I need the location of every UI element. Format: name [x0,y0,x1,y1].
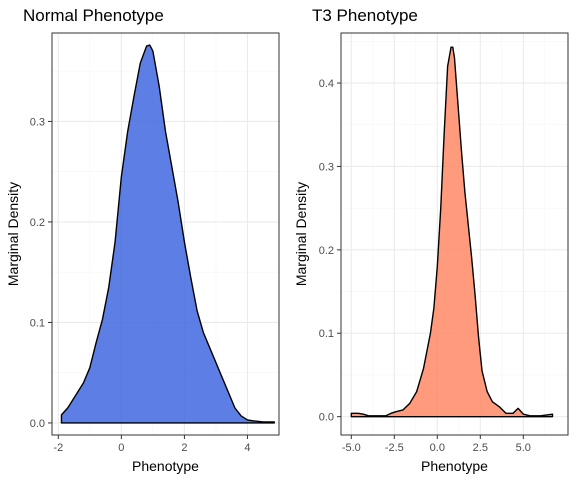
x-tick-label: 5.0 [516,442,531,454]
y-tick-label: 0.2 [30,217,45,229]
y-tick-label: 0.3 [319,161,334,173]
t3-phenotype-ticks: -5.0 -2.5 0.0 2.5 5.0 0.0 0.1 0.2 0.3 0.4 [319,78,531,454]
t3-phenotype-plot-area [350,46,554,418]
x-tick-label: 0 [118,442,124,454]
y-tick-label: 0.3 [30,116,45,128]
t3-phenotype-density-area [350,46,554,418]
t3-phenotype-x-axis-title: Phenotype [421,458,488,474]
y-tick-label: 0.1 [30,317,45,329]
x-tick-label: -5.0 [342,442,361,454]
y-tick-label: 0.0 [30,418,45,430]
t3-phenotype-y-axis-title: Marginal Density [293,182,309,286]
t3-phenotype-panel: -5.0 -2.5 0.0 2.5 5.0 0.0 0.1 0.2 0.3 0.4 T3 Phen… [293,6,569,474]
y-tick-label: 0.2 [319,245,334,257]
normal-phenotype-density-area [60,44,275,424]
x-tick-label: 4 [244,442,250,454]
x-tick-label: 2.5 [473,442,488,454]
y-tick-label: 0.1 [319,328,334,340]
t3-phenotype-panel-border [340,32,569,436]
normal-phenotype-ticks: -2 0 2 4 0.0 0.1 0.2 0.3 [30,116,251,454]
t3-phenotype-title: T3 Phenotype [312,6,418,25]
normal-phenotype-plot-area [60,44,275,424]
normal-phenotype-y-axis-title: Marginal Density [5,182,21,286]
y-tick-label: 0.4 [319,78,334,90]
normal-phenotype-title: Normal Phenotype [23,6,164,25]
x-tick-label: -2.5 [385,442,404,454]
y-tick-label: 0.0 [319,412,334,424]
x-tick-label: 0.0 [430,442,445,454]
x-tick-label: 2 [181,442,187,454]
normal-phenotype-panel: -2 0 2 4 0.0 0.1 0.2 0.3 Normal Phenotype Pheno… [5,6,280,474]
normal-phenotype-x-axis-title: Phenotype [132,458,199,474]
x-tick-label: -2 [53,442,63,454]
normal-phenotype-panel-border [51,32,280,436]
